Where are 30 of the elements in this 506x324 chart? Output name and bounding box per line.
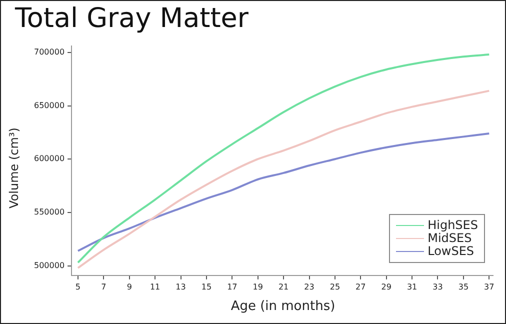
x-tick-label: 23 — [304, 282, 314, 292]
legend-label: HighSES — [428, 218, 478, 232]
x-tick-label: 27 — [356, 282, 366, 292]
x-tick-label: 9 — [126, 282, 132, 292]
x-tick-label: 25 — [330, 282, 340, 292]
x-tick-label: 11 — [150, 282, 160, 292]
y-tick-label: 500000 — [34, 260, 65, 270]
x-tick-label: 37 — [484, 282, 494, 292]
x-tick-label: 13 — [176, 282, 186, 292]
line-series — [76, 90, 490, 269]
x-tick-label: 19 — [252, 282, 263, 292]
y-tick-label: 650000 — [34, 100, 65, 110]
y-axis-title: Volume (cm³) — [7, 126, 21, 210]
x-axis-title: Age (in months) — [230, 299, 336, 314]
legend-label: MidSES — [428, 231, 472, 245]
x-tick-label: 31 — [406, 282, 418, 292]
y-tick-label: 700000 — [34, 47, 65, 56]
x-tick-label: 5 — [75, 282, 81, 292]
line-series — [76, 54, 490, 264]
legend-label: LowSES — [428, 244, 474, 258]
x-tick-label: 29 — [381, 282, 392, 292]
chart-title: Total Gray Matter — [15, 3, 248, 34]
y-tick-label: 600000 — [34, 154, 65, 164]
x-tick-label: 33 — [432, 282, 443, 292]
x-tick-label: 17 — [227, 282, 238, 292]
x-tick-label: 21 — [278, 282, 289, 292]
y-tick-label: 550000 — [34, 208, 65, 217]
x-tick-label: 15 — [201, 282, 212, 292]
x-tick-label: 35 — [458, 282, 469, 292]
x-tick-label: 7 — [101, 282, 106, 292]
